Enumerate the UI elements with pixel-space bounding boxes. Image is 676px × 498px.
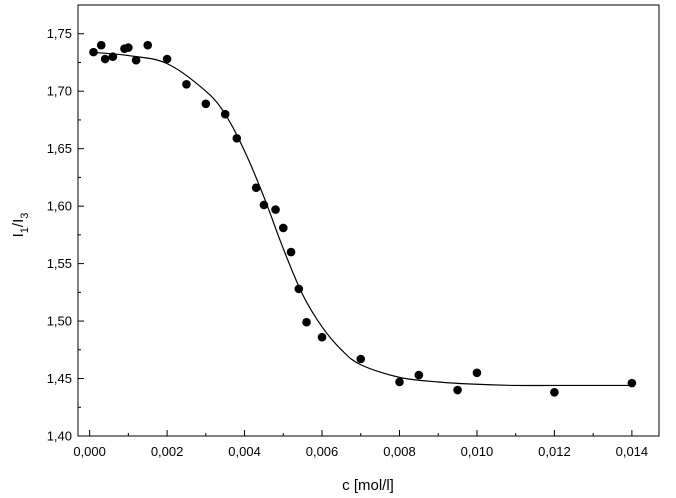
plot-frame [77, 4, 660, 437]
data-point [627, 378, 637, 388]
data-point [89, 47, 98, 57]
data-point [251, 183, 261, 193]
data-point [259, 200, 269, 210]
data-point [414, 370, 424, 380]
tick-labels: 0,000 0,002 0,004 0,006 0,008 0,010 0,012 0,014… [47, 26, 648, 459]
data-point [143, 40, 153, 50]
data-point [317, 332, 327, 342]
ticks [78, 33, 633, 437]
data-point [108, 52, 118, 62]
data-point [302, 317, 311, 327]
data-point [286, 247, 296, 257]
x-tick-label: 0,006 [306, 444, 339, 459]
y-tick-label: 1,75 [47, 26, 72, 41]
y-axis-title: I1/I3 [10, 213, 31, 238]
data-point [550, 388, 559, 397]
data-point [356, 354, 366, 364]
data-point [131, 55, 141, 65]
fit-curve [89, 51, 632, 387]
data-point [201, 99, 211, 109]
x-tick-label: 0,002 [151, 444, 184, 459]
data-point [271, 205, 280, 214]
data-point [220, 109, 230, 119]
x-tick-label: 0,014 [616, 444, 649, 459]
data-point [162, 54, 172, 64]
data-point [124, 43, 133, 52]
x-tick-label: 0,010 [461, 444, 494, 459]
data-point [100, 54, 110, 64]
x-tick-label: 0,008 [383, 444, 416, 459]
y-axis-title-base-1: I [10, 233, 27, 237]
data-point [294, 284, 304, 294]
data-point [232, 134, 242, 143]
y-tick-label: 1,55 [47, 256, 72, 271]
data-point [96, 40, 106, 50]
y-axis-title-slash: / [10, 222, 27, 227]
y-tick-label: 1,40 [47, 429, 72, 444]
y-axis-title-subscript-1: 1 [19, 227, 31, 233]
data-points [89, 40, 637, 397]
y-axis-title-base-2: I [10, 219, 27, 223]
data-point [453, 385, 462, 395]
x-tick-label: 0,012 [538, 444, 571, 459]
y-tick-label: 1,65 [47, 141, 72, 156]
x-tick-label: 0,004 [228, 444, 261, 459]
y-axis-title-subscript-2: 3 [19, 213, 31, 219]
data-point [278, 223, 288, 233]
x-tick-label: 0,000 [73, 444, 106, 459]
x-axis-title: c [mol/l] [342, 477, 394, 494]
y-tick-label: 1,45 [47, 371, 72, 386]
data-point [395, 377, 404, 387]
y-tick-label: 1,70 [47, 84, 72, 99]
y-tick-label: 1,60 [47, 199, 72, 214]
data-point [472, 368, 482, 378]
data-point [182, 80, 191, 89]
y-tick-label: 1,50 [47, 314, 72, 329]
